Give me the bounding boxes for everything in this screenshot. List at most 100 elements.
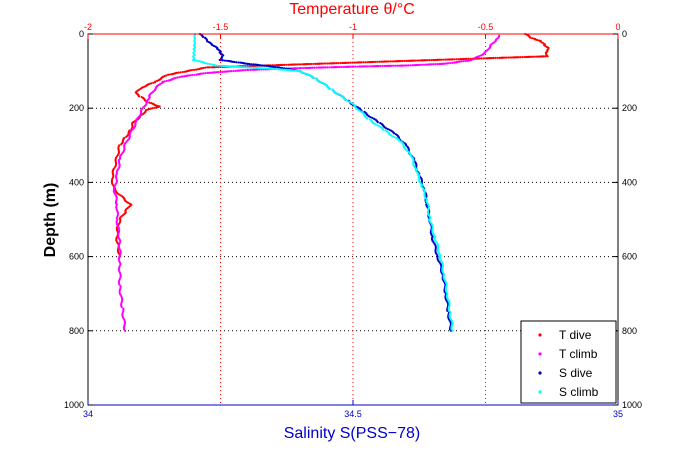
data-point <box>196 68 199 71</box>
series-s-dive <box>198 32 453 332</box>
data-point <box>150 82 153 85</box>
data-point <box>146 108 149 111</box>
data-point <box>348 100 351 104</box>
data-point <box>393 136 397 139</box>
data-point <box>464 59 467 63</box>
data-point <box>292 69 295 72</box>
data-point <box>261 64 264 67</box>
data-point <box>388 128 391 131</box>
data-point <box>496 56 499 60</box>
data-point <box>366 117 369 120</box>
data-point <box>209 71 213 74</box>
data-point <box>337 93 341 96</box>
data-point <box>294 69 297 72</box>
data-point <box>390 134 393 137</box>
data-point <box>384 127 388 130</box>
data-point <box>170 73 173 76</box>
data-point <box>263 64 266 67</box>
data-point <box>401 59 404 63</box>
data-point <box>319 80 322 84</box>
data-point <box>446 62 450 65</box>
data-point <box>339 61 342 65</box>
data-point <box>239 65 242 69</box>
data-point <box>183 70 186 73</box>
data-point <box>193 59 196 62</box>
data-point <box>235 61 238 64</box>
data-point <box>351 65 354 68</box>
data-point <box>296 69 299 72</box>
data-point <box>220 59 223 62</box>
data-point <box>480 54 483 57</box>
data-point <box>381 64 384 68</box>
data-point <box>535 55 538 58</box>
data-point <box>320 81 324 84</box>
data-point <box>392 64 395 67</box>
data-point <box>438 62 441 66</box>
salinity-tick-label: 34.5 <box>344 409 362 419</box>
data-point <box>202 72 205 75</box>
data-point <box>371 116 374 119</box>
data-point <box>364 61 367 64</box>
data-point <box>315 66 318 69</box>
legend: T dive T climb S dive S climb <box>520 320 617 404</box>
data-point <box>429 216 432 220</box>
data-point <box>492 56 495 60</box>
data-point <box>265 67 268 70</box>
top-axis-title: Temperature θ/°C <box>289 1 415 18</box>
data-point <box>336 92 339 95</box>
legend-marker <box>538 390 542 394</box>
data-point <box>445 58 449 61</box>
data-point <box>302 71 305 75</box>
legend-marker <box>538 333 542 337</box>
data-point <box>389 60 392 63</box>
data-point <box>371 65 375 68</box>
data-point <box>209 66 213 69</box>
data-point <box>330 66 333 69</box>
data-point <box>208 66 211 69</box>
data-point <box>414 59 418 62</box>
grid <box>88 34 618 405</box>
data-point <box>279 68 282 71</box>
legend-marker <box>538 371 542 375</box>
data-point <box>166 73 170 76</box>
data-point <box>204 66 207 69</box>
data-point <box>360 61 363 64</box>
data-point <box>310 62 313 66</box>
left-depth-tick-label: 400 <box>69 177 84 187</box>
data-point <box>340 65 343 69</box>
data-point <box>418 59 422 62</box>
data-point <box>326 62 329 65</box>
data-point <box>426 63 429 66</box>
data-point <box>434 58 437 62</box>
temperature-tick-label: -2 <box>84 22 92 32</box>
right-depth-tick-label: 600 <box>622 252 637 262</box>
data-point <box>398 64 401 67</box>
data-point <box>313 66 316 69</box>
y-axis-title: Depth (m) <box>42 183 59 258</box>
data-point <box>169 78 172 82</box>
bottom-axis-title: Salinity S(PSS−78) <box>284 425 421 442</box>
data-point <box>480 57 483 60</box>
data-point <box>448 61 452 65</box>
data-point <box>283 63 286 66</box>
data-point <box>482 57 485 60</box>
data-point <box>301 66 305 70</box>
data-point <box>192 68 196 71</box>
data-point <box>424 63 428 66</box>
data-point <box>240 66 244 69</box>
data-point <box>285 68 288 71</box>
data-point <box>358 109 361 112</box>
data-point <box>227 65 230 68</box>
data-point <box>337 65 341 69</box>
legend-label: S climb <box>559 385 599 399</box>
data-point <box>298 63 302 66</box>
data-point <box>261 67 264 70</box>
data-point <box>176 76 179 79</box>
data-point <box>337 61 340 65</box>
data-point <box>275 64 278 67</box>
data-point <box>530 55 534 58</box>
data-point <box>274 65 277 69</box>
left-depth-tick-label: 600 <box>69 252 84 262</box>
